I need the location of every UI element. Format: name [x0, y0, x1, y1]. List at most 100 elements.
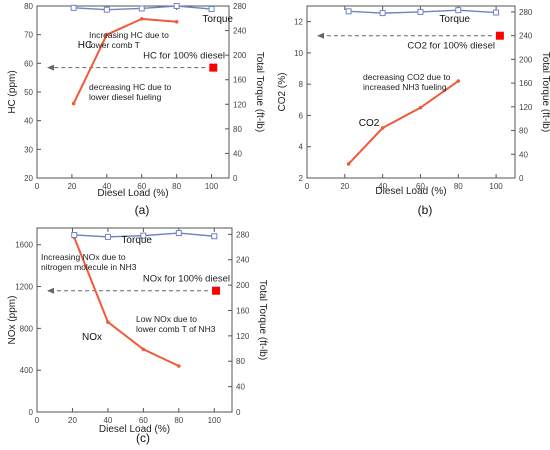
- y-tick-label: 2: [299, 174, 304, 183]
- y-axis-label: HC (ppm): [7, 70, 18, 113]
- reference-arrowhead: [47, 287, 54, 294]
- x-axis-label: Diesel Load (%): [99, 424, 170, 435]
- y2-tick-label: 40: [236, 383, 245, 392]
- y-tick-label: 60: [24, 59, 33, 68]
- nox-point: [177, 364, 181, 368]
- x-tick-label: 80: [172, 182, 181, 191]
- y2-tick-label: 280: [233, 2, 247, 11]
- x-tick-label: 20: [67, 182, 76, 191]
- reference-arrowhead: [47, 64, 54, 71]
- y2-tick-label: 280: [236, 230, 250, 239]
- y2-tick-label: 80: [233, 125, 242, 134]
- torque-point: [345, 8, 352, 15]
- co2-point: [380, 126, 385, 130]
- x-tick-label: 40: [102, 182, 111, 191]
- series-line-hc: [72, 17, 177, 104]
- torque-point: [104, 233, 111, 240]
- x-tick-label: 60: [137, 182, 146, 191]
- y2-axis-label: Total Torque (ft-lb): [257, 280, 268, 360]
- annotation: Increasing NOx due to nitrogen molecule i…: [41, 252, 137, 272]
- x-tick-label: 100: [489, 182, 503, 191]
- x-tick-label: 100: [205, 182, 219, 191]
- y2-tick-label: 200: [519, 55, 533, 64]
- y-tick-label: 400: [20, 366, 34, 375]
- x-axis-label: Diesel Load (%): [97, 188, 168, 199]
- x-tick-label: 0: [35, 182, 40, 191]
- y-tick-label: 50: [24, 88, 33, 97]
- x-tick-label: 20: [340, 182, 349, 191]
- panel-label: (a): [135, 203, 150, 217]
- y2-tick-label: 80: [236, 357, 245, 366]
- y-tick-label: 800: [20, 324, 34, 333]
- reference-label: CO2 for 100% diesel: [407, 41, 495, 52]
- y2-tick-label: 240: [233, 27, 247, 36]
- torque-point: [138, 5, 145, 12]
- plot-frame: [36, 227, 233, 413]
- y-axis-label: NOx (ppm): [7, 296, 18, 345]
- y2-tick-label: 160: [236, 306, 250, 315]
- hc-point: [174, 19, 179, 24]
- y-tick-label: 30: [24, 145, 33, 154]
- annotation: Increasing HC due to lower comb T: [89, 30, 169, 50]
- x-tick-label: 100: [208, 416, 222, 425]
- series-label-co2: CO2: [359, 118, 380, 129]
- y2-tick-label: 240: [519, 32, 533, 41]
- series-label-nox: NOx: [82, 332, 102, 343]
- torque-point: [175, 230, 182, 237]
- x-tick-label: 40: [378, 182, 387, 191]
- y-tick-label: 1200: [15, 283, 33, 292]
- y2-tick-label: 160: [519, 79, 533, 88]
- torque-point: [208, 6, 215, 13]
- hc-point: [139, 17, 144, 21]
- panel-label: (b): [418, 203, 433, 217]
- x-tick-label: 20: [68, 416, 77, 425]
- series-line-nox: [73, 237, 180, 367]
- reference-label: HC for 100% diesel: [143, 51, 225, 62]
- y2-tick-label: 240: [236, 256, 250, 265]
- series-label-hc: HC: [78, 40, 92, 51]
- annotation: Low NOx due to lower comb T of NH3: [136, 314, 216, 334]
- torque-point: [71, 231, 78, 238]
- x-axis-label: Diesel Load (%): [375, 186, 446, 197]
- y-tick-label: 80: [24, 2, 33, 11]
- series-label-torque: Torque: [121, 235, 152, 246]
- torque-point: [455, 7, 462, 14]
- torque-point: [493, 9, 500, 16]
- annotation: decreasing HC due to lower diesel fueling: [89, 82, 171, 102]
- reference-arrowhead: [317, 32, 324, 39]
- torque-point: [103, 6, 110, 13]
- y2-tick-label: 40: [519, 150, 528, 159]
- y-tick-label: 8: [299, 80, 304, 89]
- y-tick-label: 4: [299, 143, 304, 152]
- y2-axis-label: Total Torque (ft-lb): [540, 52, 550, 132]
- y2-tick-label: 0: [236, 408, 241, 417]
- torque-point: [173, 3, 180, 9]
- x-tick-label: 0: [35, 416, 40, 425]
- y2-tick-label: 0: [233, 174, 238, 183]
- x-tick-label: 80: [454, 182, 463, 191]
- plot-frame: [306, 5, 516, 179]
- y2-tick-label: 120: [519, 103, 533, 112]
- y2-tick-label: 120: [236, 332, 250, 341]
- y2-tick-label: 280: [519, 8, 533, 17]
- y-tick-label: 6: [299, 111, 304, 120]
- y2-tick-label: 160: [233, 76, 247, 85]
- diesel-100-marker: [209, 63, 218, 72]
- y-tick-label: 0: [29, 408, 34, 417]
- y-tick-label: 12: [294, 18, 303, 27]
- diesel-100-marker: [495, 31, 504, 40]
- chart-panel-c: 0 20 40 60 80 100 0 400 800 1200 1600 0 40 80 120 160 20…: [7, 227, 268, 445]
- y2-tick-label: 0: [519, 174, 524, 183]
- nox-point: [141, 347, 146, 352]
- y2-tick-label: 80: [519, 127, 528, 136]
- x-tick-label: 40: [103, 416, 112, 425]
- torque-point: [379, 10, 386, 17]
- series-label-torque: Torque: [202, 14, 233, 25]
- chart-panel-b: 0 20 40 60 80 1002468101204080120160200240280…: [277, 5, 550, 217]
- y-axis-label: CO2 (%): [277, 73, 288, 112]
- y-tick-label: 1600: [15, 241, 33, 250]
- hc-point: [105, 32, 109, 37]
- series-line-co2: [347, 80, 459, 165]
- y2-tick-label: 200: [236, 281, 250, 290]
- y-tick-label: 70: [24, 31, 33, 40]
